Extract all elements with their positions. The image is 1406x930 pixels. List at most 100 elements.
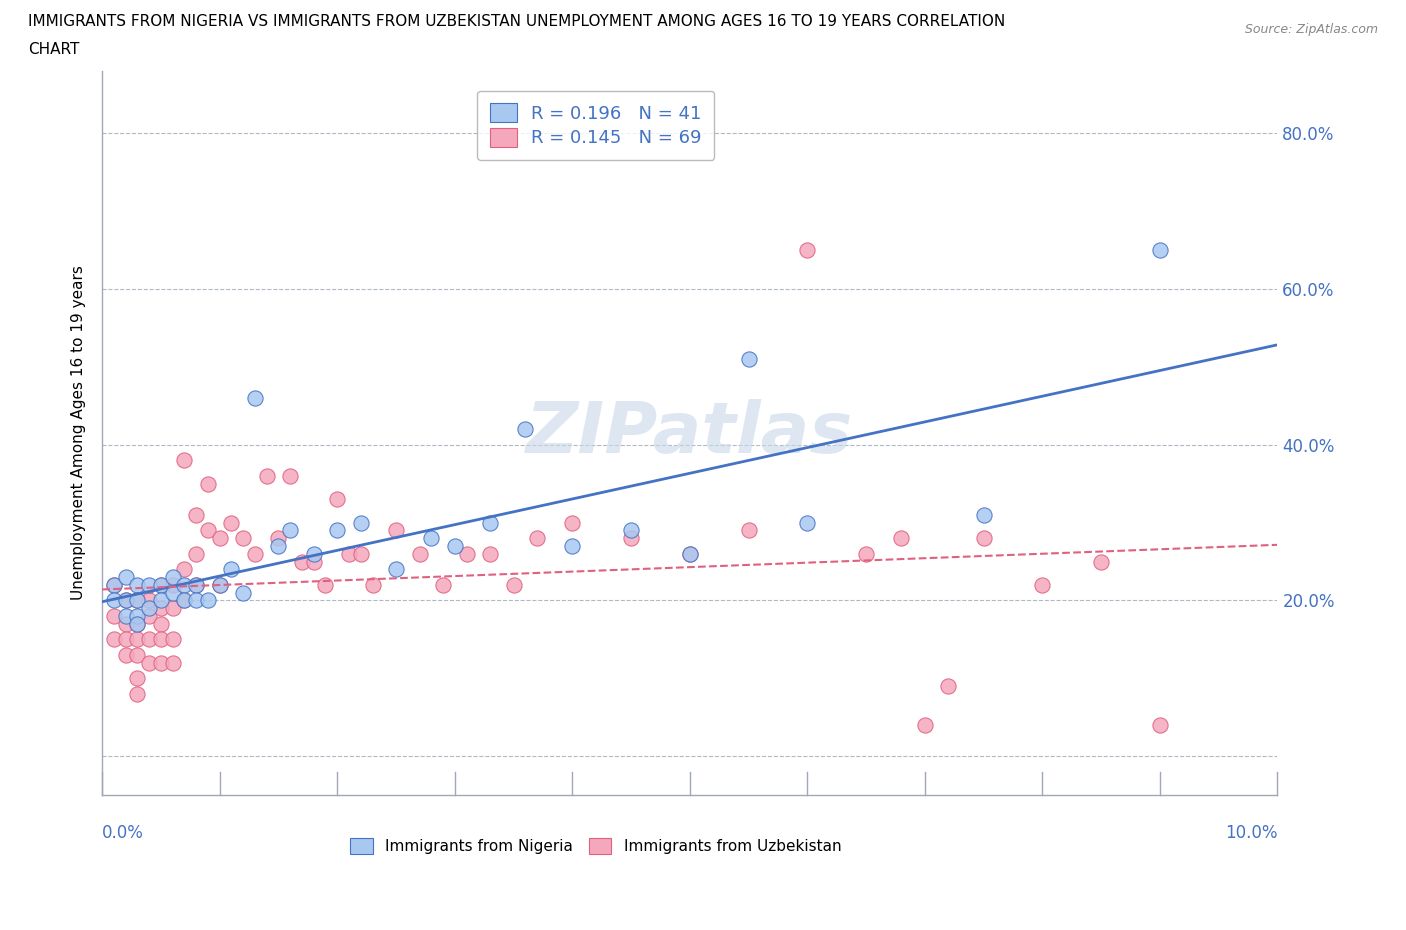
Point xyxy=(432,578,454,592)
Point xyxy=(385,562,408,577)
Point xyxy=(890,531,912,546)
Point xyxy=(337,546,360,561)
Point xyxy=(973,531,995,546)
Text: Source: ZipAtlas.com: Source: ZipAtlas.com xyxy=(1244,23,1378,36)
Text: 10.0%: 10.0% xyxy=(1225,824,1278,843)
Point xyxy=(127,593,149,608)
Point xyxy=(127,593,149,608)
Point xyxy=(127,686,149,701)
Point xyxy=(173,593,195,608)
Point xyxy=(127,647,149,662)
Point xyxy=(138,601,160,616)
Point xyxy=(479,546,502,561)
Point xyxy=(114,647,136,662)
Point xyxy=(103,578,125,592)
Point xyxy=(149,593,172,608)
Point xyxy=(114,593,136,608)
Point xyxy=(456,546,478,561)
Point xyxy=(291,554,314,569)
Point xyxy=(526,531,548,546)
Point xyxy=(138,593,160,608)
Point xyxy=(149,617,172,631)
Point xyxy=(221,515,243,530)
Point xyxy=(278,469,301,484)
Point xyxy=(197,476,219,491)
Point xyxy=(103,578,125,592)
Point xyxy=(737,523,759,538)
Point xyxy=(973,508,995,523)
Point xyxy=(232,531,254,546)
Point xyxy=(796,243,818,258)
Point xyxy=(679,546,702,561)
Point xyxy=(208,531,231,546)
Point xyxy=(138,632,160,647)
Point xyxy=(186,546,208,561)
Point xyxy=(243,546,266,561)
Point xyxy=(502,578,524,592)
Point xyxy=(221,562,243,577)
Point xyxy=(149,656,172,671)
Point xyxy=(186,578,208,592)
Point xyxy=(127,578,149,592)
Point xyxy=(1149,243,1171,258)
Point xyxy=(267,531,290,546)
Point xyxy=(936,679,959,694)
Point xyxy=(114,593,136,608)
Point xyxy=(350,515,373,530)
Point xyxy=(326,523,349,538)
Point xyxy=(173,562,195,577)
Point xyxy=(103,608,125,623)
Point xyxy=(103,632,125,647)
Point xyxy=(302,546,325,561)
Point xyxy=(127,617,149,631)
Point xyxy=(173,593,195,608)
Point xyxy=(315,578,337,592)
Point xyxy=(1149,718,1171,733)
Point xyxy=(186,508,208,523)
Point xyxy=(443,538,465,553)
Point xyxy=(561,538,583,553)
Point xyxy=(114,570,136,585)
Point xyxy=(1031,578,1053,592)
Point xyxy=(408,546,430,561)
Point xyxy=(114,632,136,647)
Point xyxy=(208,578,231,592)
Point xyxy=(162,601,184,616)
Point xyxy=(162,656,184,671)
Point xyxy=(103,593,125,608)
Point xyxy=(162,585,184,600)
Y-axis label: Unemployment Among Ages 16 to 19 years: Unemployment Among Ages 16 to 19 years xyxy=(72,266,86,601)
Point xyxy=(243,391,266,405)
Point xyxy=(350,546,373,561)
Point xyxy=(149,632,172,647)
Point xyxy=(162,570,184,585)
Legend: Immigrants from Nigeria, Immigrants from Uzbekistan: Immigrants from Nigeria, Immigrants from… xyxy=(344,831,848,860)
Point xyxy=(855,546,877,561)
Text: IMMIGRANTS FROM NIGERIA VS IMMIGRANTS FROM UZBEKISTAN UNEMPLOYMENT AMONG AGES 16: IMMIGRANTS FROM NIGERIA VS IMMIGRANTS FR… xyxy=(28,14,1005,29)
Point xyxy=(149,578,172,592)
Point xyxy=(114,617,136,631)
Point xyxy=(267,538,290,553)
Point xyxy=(1090,554,1112,569)
Point xyxy=(173,578,195,592)
Point xyxy=(561,515,583,530)
Point xyxy=(479,515,502,530)
Point xyxy=(208,578,231,592)
Point xyxy=(914,718,936,733)
Point xyxy=(197,593,219,608)
Point xyxy=(232,585,254,600)
Point xyxy=(114,608,136,623)
Point xyxy=(385,523,408,538)
Point xyxy=(162,578,184,592)
Point xyxy=(515,421,537,436)
Point xyxy=(796,515,818,530)
Point xyxy=(173,453,195,468)
Point xyxy=(326,492,349,507)
Point xyxy=(127,632,149,647)
Point xyxy=(197,523,219,538)
Point xyxy=(127,608,149,623)
Point xyxy=(186,578,208,592)
Point xyxy=(138,608,160,623)
Point xyxy=(361,578,384,592)
Point xyxy=(679,546,702,561)
